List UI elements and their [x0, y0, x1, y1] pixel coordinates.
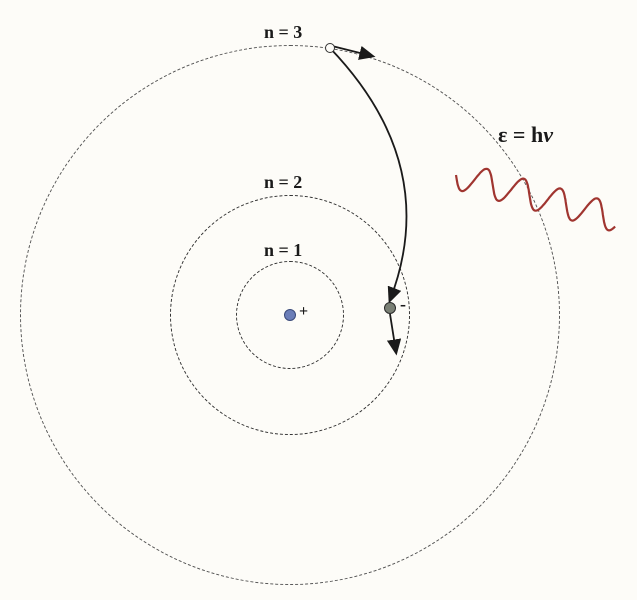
formula-epsilon: ε	[498, 122, 507, 147]
formula-eq-h: = h	[507, 122, 543, 147]
nucleus	[284, 309, 296, 321]
tangent-arrow-n2	[390, 314, 396, 352]
formula-nu: ν	[543, 122, 553, 147]
transition-arrow	[330, 48, 406, 300]
bohr-model-diagram: + - n = 1 n = 2 n = 3 ε = hν	[0, 0, 637, 600]
label-n3: n = 3	[264, 22, 302, 43]
vectors-layer	[0, 0, 637, 600]
electron-sign: -	[400, 294, 406, 315]
label-n1: n = 1	[264, 240, 302, 261]
formula-energy: ε = hν	[498, 122, 553, 148]
label-n2: n = 2	[264, 172, 302, 193]
photon-wave	[456, 169, 615, 231]
tangent-arrow-n3	[332, 46, 372, 56]
electron-n2	[384, 302, 396, 314]
electron-n3-hollow	[325, 43, 335, 53]
nucleus-sign: +	[299, 303, 308, 321]
